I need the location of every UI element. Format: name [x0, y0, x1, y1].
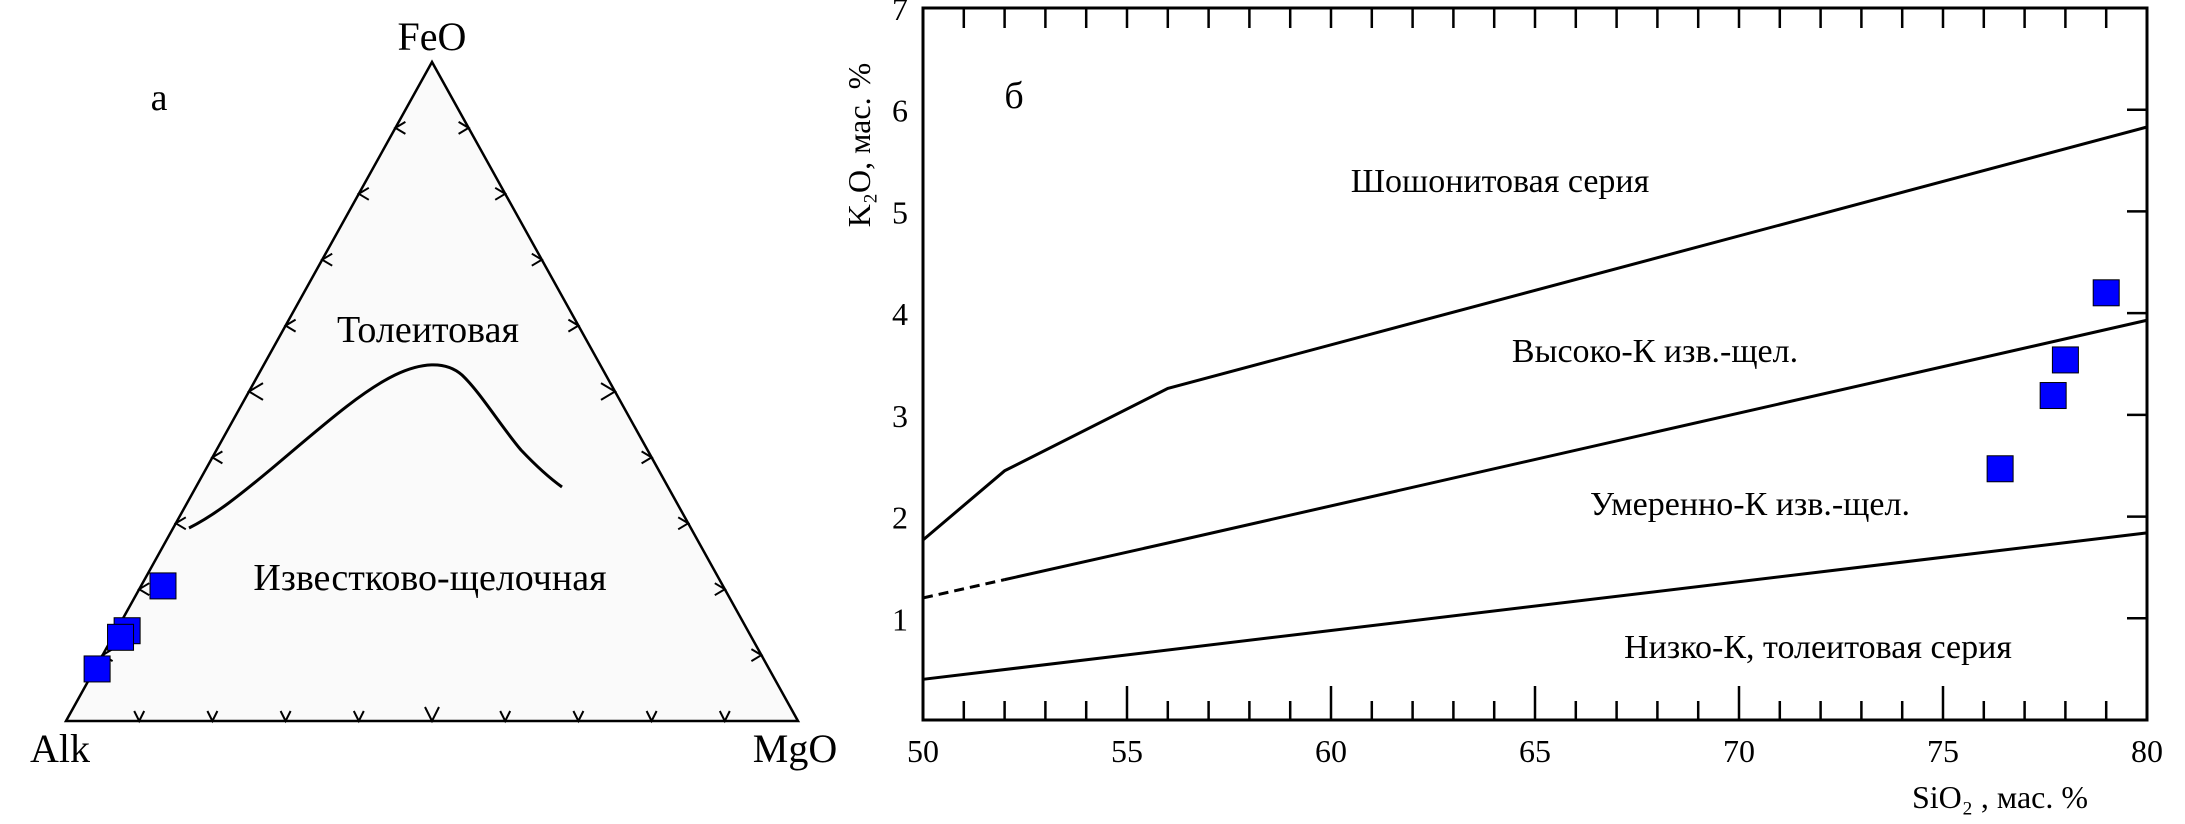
y-tick-label: 1 [892, 601, 908, 637]
scatter-data-point [2051, 346, 2079, 374]
x-tick-label: 80 [2131, 733, 2163, 769]
high-k-boundary [1004, 318, 2148, 582]
high-k-boundary-dashed [922, 578, 1005, 600]
bottom-edge-tick [133, 710, 146, 724]
x-tick-label: 75 [1927, 733, 1959, 769]
left-edge-tick [393, 121, 406, 135]
region-label-low-k: Низко-К, толеитовая серия [1624, 629, 2012, 666]
left-edge-tick [210, 450, 223, 465]
x-axis-label: SiO₂ , мас. % [1912, 779, 2088, 815]
vertex-label-alk: Alk [30, 726, 90, 771]
panel-label-a: а [151, 77, 168, 119]
region-label-tholeiitic: Толеитовая [337, 309, 519, 351]
right-edge-tick [458, 121, 471, 135]
bottom-edge-tick [424, 706, 440, 724]
bottom-edge-tick [718, 710, 731, 724]
x-tick-label: 65 [1519, 733, 1551, 769]
shoshonite-boundary [922, 125, 2148, 542]
y-tick-label: 6 [892, 93, 908, 129]
left-edge-tick [173, 516, 187, 531]
region-label-high-k: Высоко-К изв.-щел. [1512, 333, 1798, 370]
low-k-boundary [922, 531, 2148, 681]
right-edge-tick [567, 318, 581, 333]
bottom-edge-tick [206, 710, 219, 724]
region-label-calc-alkaline: Известково-щелочная [253, 557, 606, 599]
left-edge-tick [283, 318, 297, 333]
region-label-medium-k: Умеренно-К изв.-щел. [1590, 486, 1910, 523]
left-edge-tick [137, 582, 150, 597]
bottom-edge-tick [499, 710, 512, 724]
right-edge-tick [677, 516, 691, 531]
x-tick-label: 70 [1723, 733, 1755, 769]
right-edge-tick [600, 382, 617, 401]
ternary-data-point [83, 655, 111, 683]
bottom-edge-tick [645, 710, 658, 724]
right-edge-tick [494, 186, 508, 201]
ternary-points [83, 572, 177, 683]
boundary-lines [922, 125, 2148, 681]
left-edge-tick [356, 186, 370, 201]
right-edge-tick [641, 450, 654, 465]
bottom-edge-tick [572, 710, 585, 724]
x-tick-label: 50 [907, 733, 939, 769]
ternary-background [66, 62, 798, 721]
scatter-data-point [2092, 279, 2120, 307]
data-points [1986, 279, 2120, 483]
axis-ticks: 50 55 60 65 70 75 80 1 2 3 4 5 6 7 [892, 0, 2163, 769]
bottom-edge-tick [352, 710, 365, 724]
x-tick-label: 55 [1111, 733, 1143, 769]
ternary-data-point [107, 623, 135, 651]
y-tick-label: 3 [892, 398, 908, 434]
right-edge-tick [750, 648, 764, 662]
ternary-diagram: FeO Alk MgO а Толеитовая Известково-щело… [30, 14, 837, 771]
panel-label-b: б [1004, 75, 1023, 117]
y-tick-label: 7 [892, 0, 908, 27]
region-label-shoshonite: Шошонитовая серия [1351, 163, 1650, 200]
scatter-data-point [1986, 455, 2014, 483]
plot-frame [921, 6, 2149, 722]
y-tick-label: 5 [892, 194, 908, 230]
ternary-ticks [100, 121, 764, 724]
y-tick-label: 4 [892, 296, 908, 332]
scatter-data-point [2039, 382, 2067, 410]
x-tick-label: 60 [1315, 733, 1347, 769]
left-edge-tick [320, 252, 333, 267]
vertex-label-feo: FeO [398, 14, 467, 59]
bottom-edge-tick [279, 710, 292, 724]
right-edge-tick [714, 582, 727, 597]
left-edge-tick [247, 382, 264, 401]
vertex-label-mgo: MgO [753, 726, 837, 771]
y-tick-label: 2 [892, 500, 908, 536]
ternary-data-point [149, 572, 177, 600]
right-edge-tick [531, 252, 544, 267]
tholeiite-calcalkaline-boundary [188, 363, 563, 530]
